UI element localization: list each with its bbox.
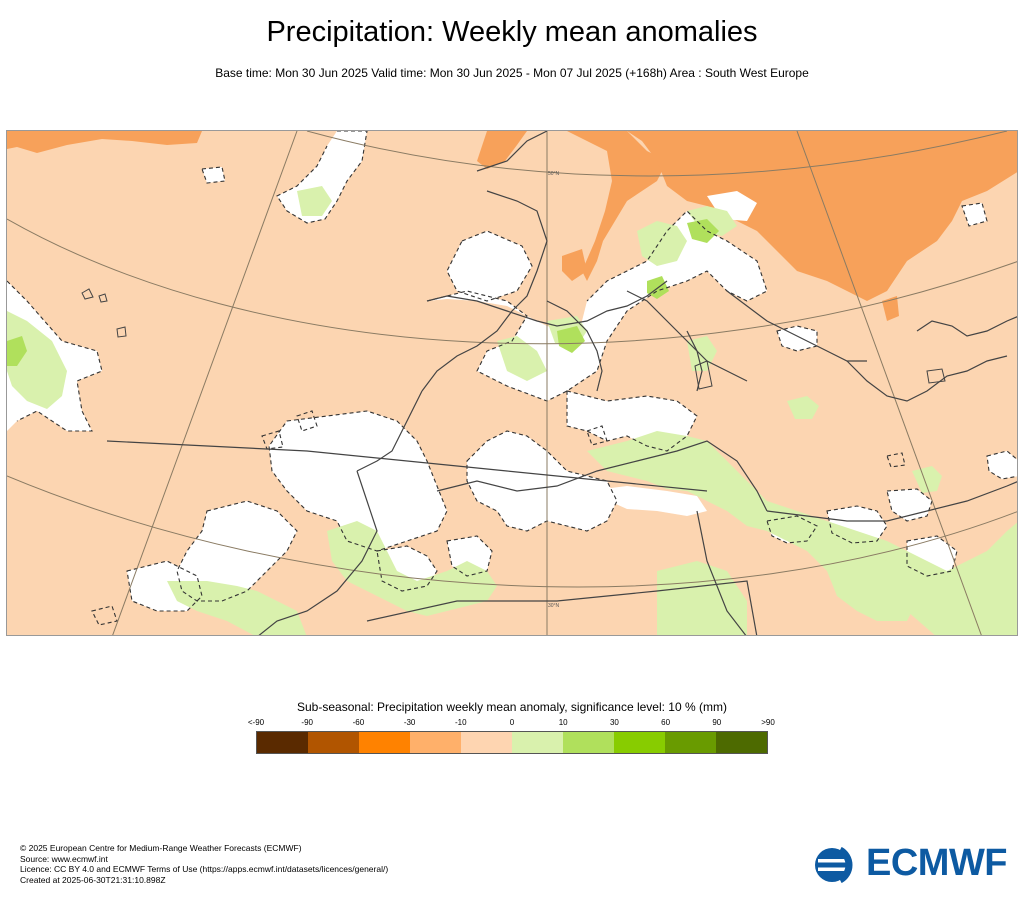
legend-tick-label: -60 xyxy=(352,718,365,727)
footer-copyright: © 2025 European Centre for Medium-Range … xyxy=(20,843,302,853)
legend-tick-label: >90 xyxy=(761,718,775,727)
ecmwf-logo-icon xyxy=(815,847,858,883)
grid-label-50n: 50°N xyxy=(548,171,560,177)
legend-tick-label: 0 xyxy=(509,718,515,727)
islands xyxy=(81,288,946,390)
legend-swatch xyxy=(410,732,461,753)
anomaly-map: 50°N 30°N xyxy=(6,130,1018,636)
legend-tick-label: -10 xyxy=(455,718,467,727)
page-subtitle: Base time: Mon 30 Jun 2025 Valid time: M… xyxy=(215,66,809,80)
legend-swatch xyxy=(512,732,563,753)
legend-tick-label: -90 xyxy=(301,718,313,727)
legend-swatch xyxy=(563,732,614,753)
legend-colorbar xyxy=(256,731,768,754)
ecmwf-logo: ECMWF xyxy=(814,842,1014,884)
legend-tick-label: 90 xyxy=(712,718,722,727)
legend-swatch xyxy=(716,732,767,753)
legend-tick-label: <-90 xyxy=(247,718,265,727)
page-title: Precipitation: Weekly mean anomalies xyxy=(266,16,758,48)
footer-credits: © 2025 European Centre for Medium-Range … xyxy=(20,843,388,885)
legend-ticks: <-90 -90 -60 -30 -10 0 10 30 60 90 >90 xyxy=(230,718,794,730)
footer-created: Created at 2025-06-30T21:31:10.898Z xyxy=(20,874,166,885)
legend-tick-label: 30 xyxy=(609,718,619,727)
wet-anomaly-regions-medium xyxy=(7,219,719,366)
legend-tick-label: 60 xyxy=(661,718,671,727)
legend-tick-label: 10 xyxy=(558,718,568,727)
significance-contours xyxy=(7,131,1017,626)
legend-swatch xyxy=(308,732,359,753)
legend-swatch xyxy=(665,732,716,753)
ecmwf-logo-text: ECMWF xyxy=(866,842,1008,884)
legend-swatch xyxy=(614,732,665,753)
legend-swatch xyxy=(359,732,410,753)
legend-tick-label: -30 xyxy=(403,718,416,727)
legend-swatch xyxy=(257,732,308,753)
map-svg: 50°N 30°N xyxy=(7,131,1017,635)
graticule-lines xyxy=(7,131,1017,635)
footer-licence: Licence: CC BY 4.0 and ECMWF Terms of Us… xyxy=(20,864,389,874)
footer-source: Source: www.ecmwf.int xyxy=(20,853,108,864)
legend-title: Sub-seasonal: Precipitation weekly mean … xyxy=(297,700,727,714)
grid-label-30n: 30°N xyxy=(548,603,560,609)
coastlines xyxy=(106,131,1017,635)
legend-swatch xyxy=(461,732,512,753)
